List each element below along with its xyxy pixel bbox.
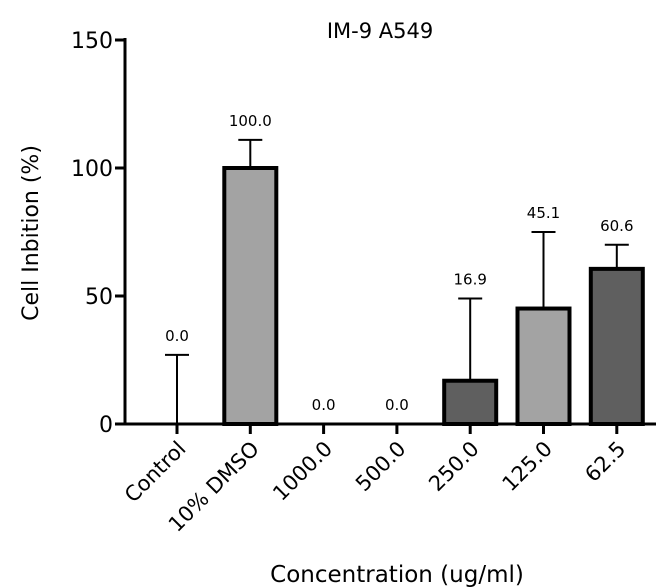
bar [442, 378, 499, 426]
y-axis-label: Cell Inbition (%) [19, 145, 44, 321]
x-tick-label: 125.0 [498, 437, 557, 496]
bar [515, 306, 572, 427]
x-tick-label: 250.0 [424, 437, 483, 496]
data-label: 0.0 [312, 396, 336, 414]
x-tick-label: Control [120, 437, 191, 508]
x-tick-label: 500.0 [351, 437, 410, 496]
y-tick-label: 150 [71, 29, 113, 54]
chart-title: IM-9 A549 [327, 19, 433, 43]
data-label: 0.0 [165, 327, 189, 345]
data-label: 0.0 [385, 396, 409, 414]
bar [222, 166, 279, 426]
y-tick-label: 50 [85, 285, 113, 310]
data-label: 45.1 [527, 204, 560, 222]
data-label: 16.9 [453, 271, 486, 289]
data-label: 60.6 [600, 217, 633, 235]
y-tick-label: 0 [99, 413, 113, 438]
data-label: 100.0 [229, 112, 272, 130]
bar [588, 266, 645, 427]
x-tick-label: 1000.0 [268, 437, 337, 506]
x-axis-label: Concentration (ug/ml) [270, 562, 524, 588]
y-tick-label: 100 [71, 157, 113, 182]
x-tick-label: 62.5 [580, 437, 630, 487]
